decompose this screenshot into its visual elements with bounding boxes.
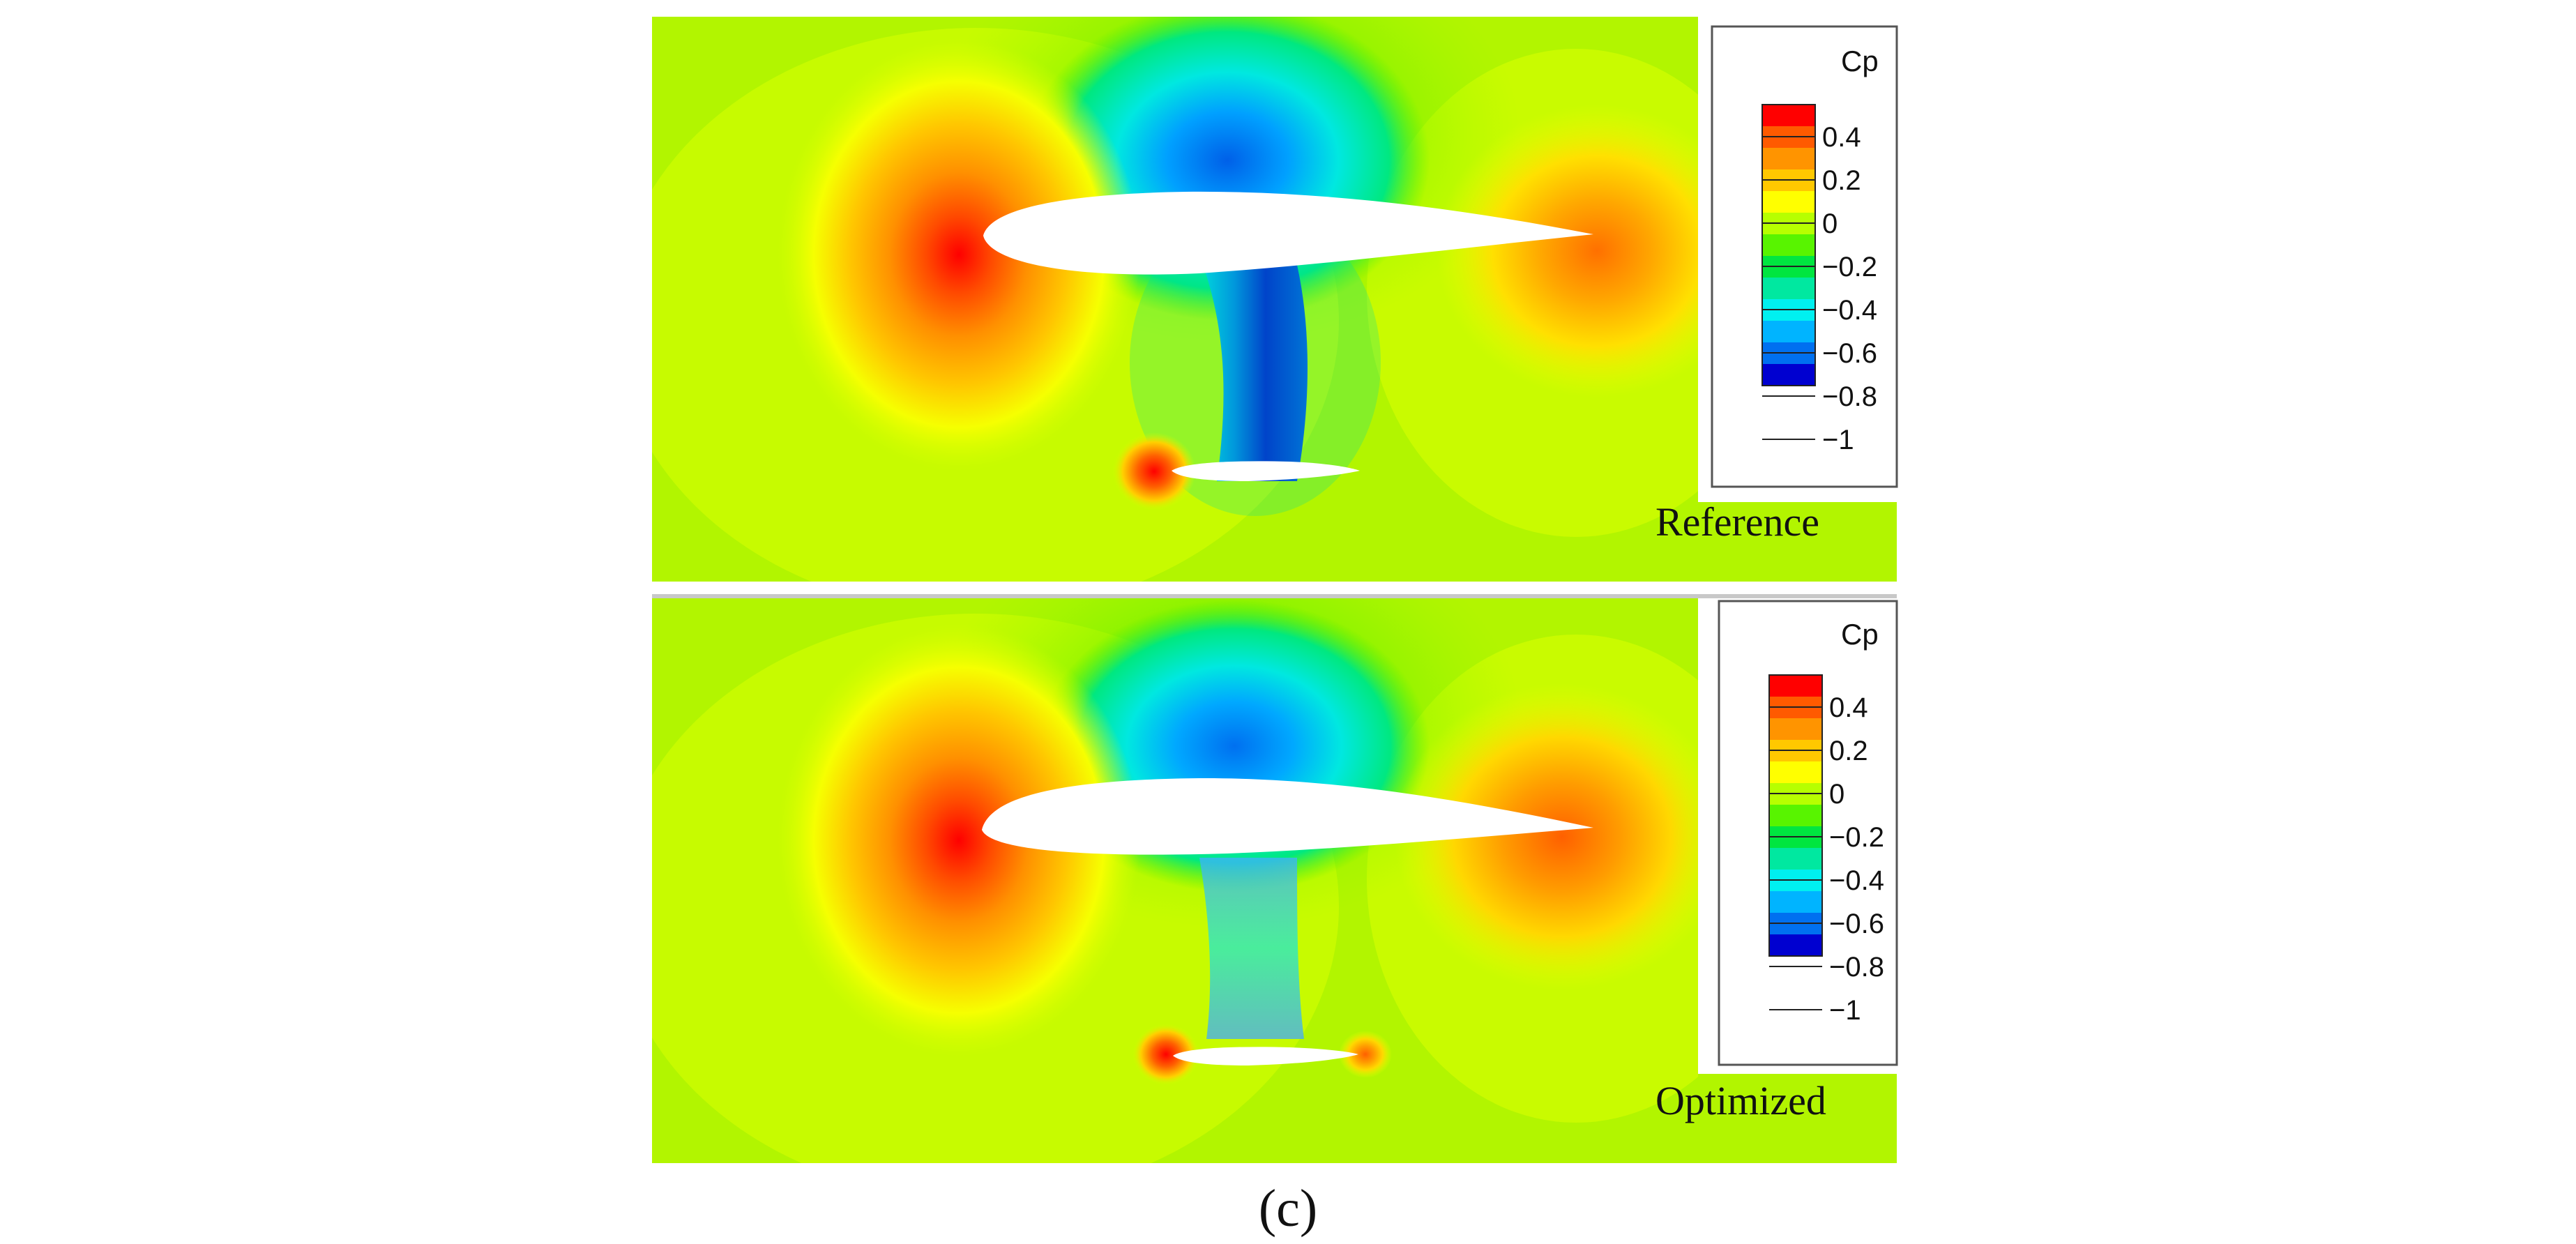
colorbar-swatch (1762, 321, 1815, 342)
contour-bands (652, 17, 1698, 582)
colorbar-tick-label: 0.2 (1822, 165, 1861, 196)
colorbar-swatch (1769, 848, 1822, 870)
colorbar-tick-label: −0.8 (1822, 381, 1877, 412)
colorbar-border (1768, 674, 1823, 957)
legend-title: Cp (1841, 45, 1879, 77)
colorbar-swatch (1769, 761, 1822, 783)
colorbar-swatch (1762, 105, 1815, 126)
legend-colorbar (1761, 104, 1816, 386)
cp-legend: Cp 0.4 0.2 0 −0.2 −0.4 −0.6 −0.8 −1 (1718, 600, 1898, 1066)
colorbar-swatch (1762, 364, 1815, 386)
colorbar-swatch (1762, 234, 1815, 256)
colorbar-tick-label: 0 (1829, 779, 1844, 810)
colorbar-tick-label: −0.2 (1829, 822, 1884, 853)
colorbar-swatch (1769, 891, 1822, 913)
flap-airfoil (1173, 1047, 1358, 1065)
colorbar-tick-label: 0.4 (1829, 692, 1868, 723)
colorbar-border (1761, 104, 1816, 386)
panel-divider (652, 594, 1897, 598)
optimized-panel: Cp 0.4 0.2 0 −0.2 −0.4 −0.6 −0.8 −1 Optimized (0, 593, 2576, 1178)
colorbar-tick-label: 0 (1822, 208, 1838, 239)
legend-ticks: 0.4 0.2 0 −0.2 −0.4 −0.6 −0.8 −1 (1762, 122, 1877, 455)
colorbar-swatch (1762, 191, 1815, 213)
colorbar-swatch (1769, 934, 1822, 956)
flap-airfoil (1172, 461, 1360, 481)
colorbar-tick-label: −0.4 (1829, 865, 1884, 896)
colorbar-tick-label: −0.6 (1829, 909, 1884, 939)
figure-caption: (c) (1258, 1179, 1318, 1238)
main-airfoil (982, 778, 1593, 855)
colorbar-swatch (1769, 718, 1822, 740)
legend-ticks: 0.4 0.2 0 −0.2 −0.4 −0.6 −0.8 −1 (1769, 692, 1884, 1026)
legend-colorbar (1768, 674, 1823, 957)
optimized-contour-plot: Cp 0.4 0.2 0 −0.2 −0.4 −0.6 −0.8 −1 Optimized (652, 598, 1898, 1163)
colorbar-tick-label: 0.4 (1822, 122, 1861, 153)
main-airfoil (983, 191, 1593, 275)
contour-field-right-strip (1698, 1074, 1897, 1163)
colorbar-swatch (1762, 278, 1815, 299)
reference-panel: Cp 0.4 0.2 0 −0.2 −0.4 −0.6 −0.8 −1 Reference (0, 0, 2576, 593)
legend-title: Cp (1841, 618, 1879, 651)
cp-legend: Cp 0.4 0.2 0 −0.2 −0.4 −0.6 −0.8 −1 (1711, 25, 1898, 488)
colorbar-swatch (1769, 675, 1822, 697)
colorbar-tick-label: −0.8 (1829, 952, 1884, 983)
colorbar-swatch (1769, 805, 1822, 826)
colorbar-tick-label: 0.2 (1829, 736, 1868, 766)
colorbar-tick-label: −1 (1822, 425, 1854, 455)
panel-label: Optimized (1656, 1078, 1826, 1123)
contour-field-right-strip (1698, 502, 1897, 582)
colorbar-tick-label: −1 (1829, 995, 1861, 1026)
colorbar-tick-label: −0.6 (1822, 338, 1877, 369)
panel-label: Reference (1656, 499, 1819, 545)
contour-bands (652, 598, 1698, 1163)
reference-contour-plot: Cp 0.4 0.2 0 −0.2 −0.4 −0.6 −0.8 −1 Reference (652, 17, 1898, 582)
colorbar-tick-label: −0.2 (1822, 252, 1877, 282)
colorbar-swatch (1762, 148, 1815, 169)
colorbar-tick-label: −0.4 (1822, 295, 1877, 326)
